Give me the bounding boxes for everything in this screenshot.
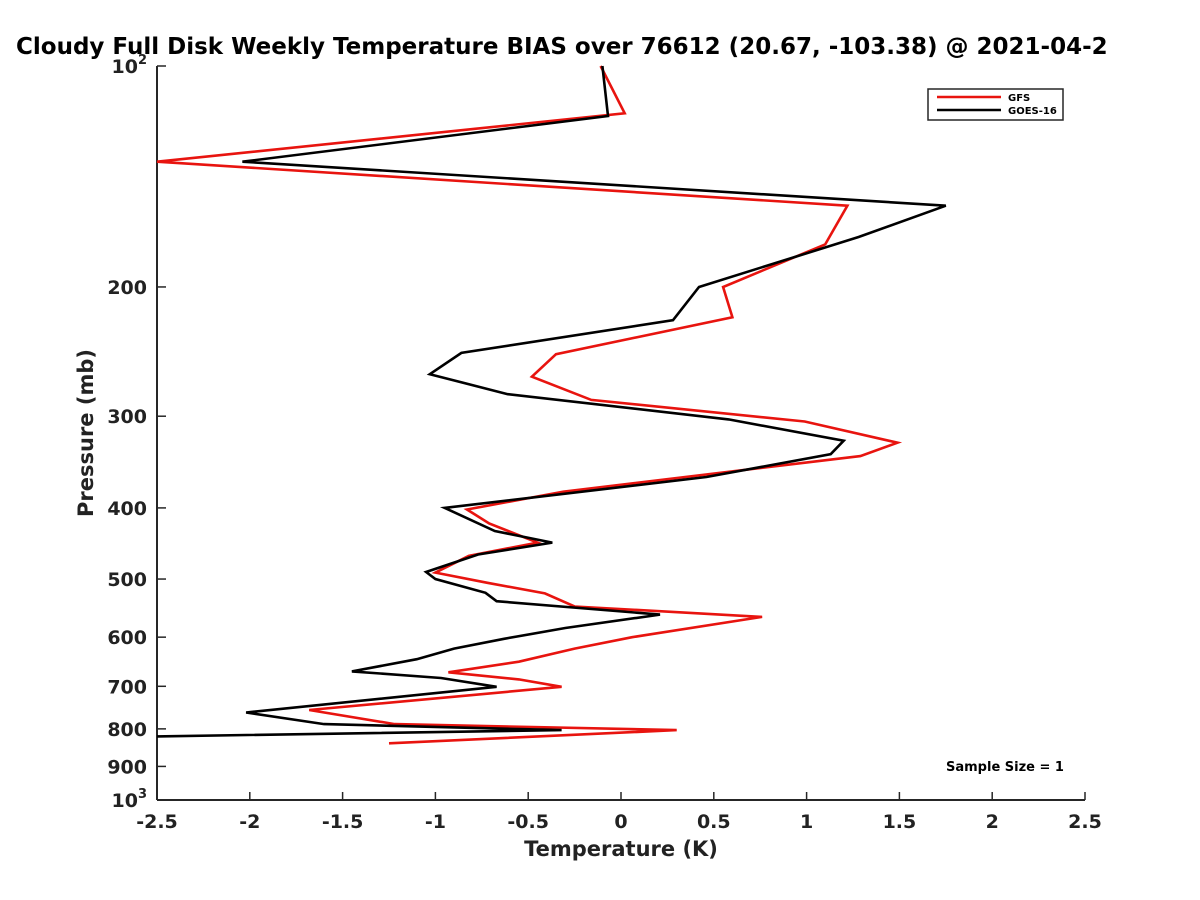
y-tick-label: 600 [107,627,147,649]
x-tick-label: 2 [986,811,999,833]
x-tick-label: -0.5 [507,811,549,833]
x-ticks: -2.5 -2 -1.5 -1 -0.5 0 0.5 1 1.5 2 2.5 [136,792,1102,833]
x-tick-label: 1.5 [883,811,917,833]
y-tick-label: 300 [107,406,147,428]
x-tick-label: 2.5 [1068,811,1102,833]
series-line-goes-16 [156,65,947,738]
legend-label-gfs: GFS [1008,93,1030,104]
series-line-gfs [156,65,903,745]
y-tick-label: 400 [107,498,147,520]
x-tick-label: 1 [800,811,813,833]
y-tick-label: 102 [112,53,148,78]
plot-area: -2.5 -2 -1.5 -1 -0.5 0 0.5 1 1.5 2 2.5 102 200 300 40… [107,53,1102,833]
x-tick-label: -1.5 [322,811,364,833]
y-tick-label: 103 [112,787,148,812]
x-tick-label: 0 [614,811,627,833]
sample-size-note: Sample Size = 1 [946,760,1064,775]
y-tick-label: 800 [107,719,147,741]
y-tick-label: 900 [107,756,147,778]
x-tick-label: -2 [239,811,260,833]
y-tick-label: 700 [107,676,147,698]
chart-title: Cloudy Full Disk Weekly Temperature BIAS… [16,34,1108,60]
y-axis-label: Pressure (mb) [74,349,98,517]
legend-label-goes16: GOES-16 [1008,106,1057,117]
y-tick-label: 200 [107,277,147,299]
x-tick-label: -2.5 [136,811,178,833]
x-tick-label: -1 [425,811,446,833]
y-ticks: 102 200 300 400 500 600 700 800 900 103 [107,53,166,812]
x-axis-label: Temperature (K) [524,837,718,861]
legend-box [927,88,1064,121]
y-tick-label: 500 [107,569,147,591]
x-tick-label: 0.5 [697,811,731,833]
legend: GFS GOES-16 [927,88,1064,121]
series-group [156,65,947,745]
